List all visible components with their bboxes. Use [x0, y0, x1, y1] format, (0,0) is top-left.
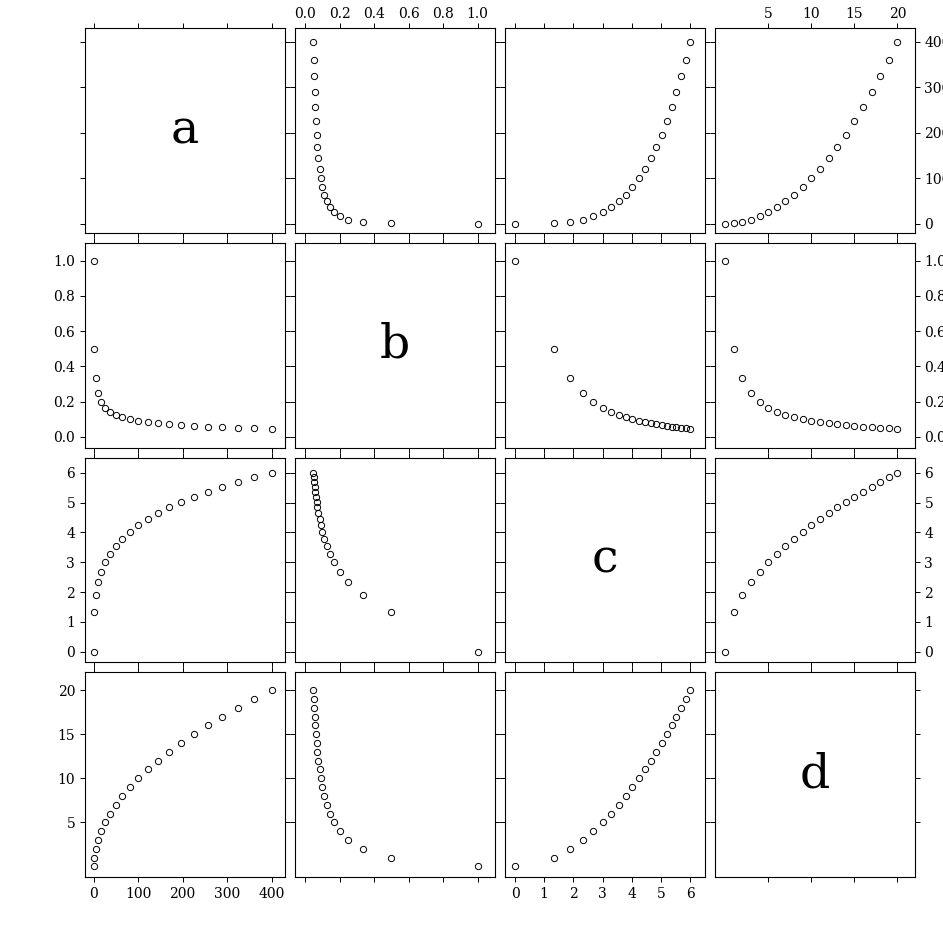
Text: c: c: [591, 538, 618, 583]
Text: a: a: [171, 108, 199, 153]
Text: b: b: [380, 323, 410, 368]
Text: d: d: [800, 753, 830, 798]
